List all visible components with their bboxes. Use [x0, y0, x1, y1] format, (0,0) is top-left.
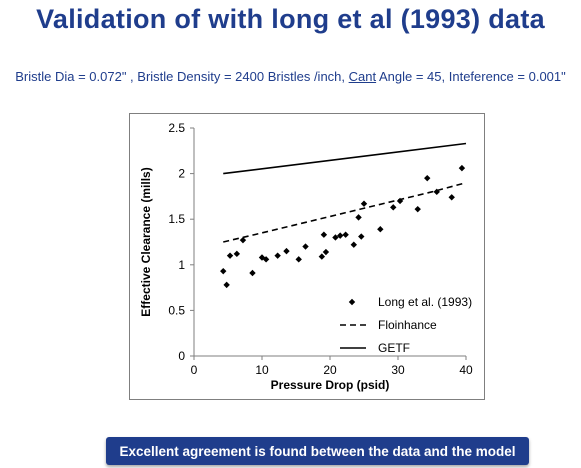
- series-line-floinhance: [223, 181, 467, 243]
- conclusion-banner: Excellent agreement is found between the…: [106, 437, 529, 465]
- legend-label: Floinhance: [378, 318, 437, 332]
- data-point-long-et-al: [342, 231, 349, 238]
- conclusion-text: Excellent agreement is found between the…: [119, 443, 516, 459]
- y-tick-label: 1.5: [168, 212, 185, 226]
- data-point-long-et-al: [358, 233, 365, 240]
- y-tick-label: 1: [178, 258, 185, 272]
- x-tick-label: 20: [323, 363, 337, 377]
- y-tick-label: 2.5: [168, 121, 185, 135]
- data-point-long-et-al: [355, 214, 362, 221]
- data-point-long-et-al: [295, 256, 302, 263]
- data-point-long-et-al: [360, 200, 368, 207]
- data-point-long-et-al: [377, 226, 384, 233]
- data-point-long-et-al: [233, 250, 241, 258]
- data-point-long-et-al: [239, 236, 247, 244]
- parameter-text-part1: Bristle Dia = 0.072" , Bristle Density =…: [15, 69, 349, 84]
- data-point-long-et-al: [226, 252, 234, 259]
- data-point-long-et-al: [350, 241, 357, 248]
- data-point-long-et-al: [249, 269, 256, 277]
- chart-svg: 0 10 20 30 40 0 0.5 1 1.5 2 2.5 Pressure Drop (psi…: [139, 121, 473, 392]
- chart-legend: Long et al. (1993) Floinhance GETF: [340, 295, 472, 355]
- chart-series: [220, 142, 467, 289]
- data-point-long-et-al: [302, 243, 309, 250]
- y-tick-label: 0: [178, 349, 185, 363]
- data-point-long-et-al: [318, 253, 326, 260]
- data-point-long-et-al: [262, 256, 270, 263]
- data-point-long-et-al: [458, 164, 466, 172]
- x-tick-label: 10: [255, 363, 269, 377]
- legend-label: GETF: [378, 341, 410, 355]
- parameter-line: Bristle Dia = 0.072" , Bristle Density =…: [0, 69, 581, 84]
- y-axis-title: Effective Clearance (mills): [139, 167, 153, 316]
- legend-marker-long-et-al: [348, 298, 356, 306]
- data-point-long-et-al: [424, 174, 431, 182]
- slide-title: Validation of with long et al (1993) dat…: [36, 4, 545, 34]
- data-point-long-et-al: [220, 267, 227, 275]
- x-axis-title: Pressure Drop (psid): [271, 378, 390, 392]
- y-tick-label: 0.5: [168, 303, 185, 317]
- x-tick-label: 40: [459, 363, 473, 377]
- data-point-long-et-al: [283, 247, 290, 255]
- data-point-long-et-al: [414, 205, 421, 213]
- parameter-cant-word: Cant: [348, 69, 377, 84]
- y-tick-label: 2: [178, 167, 185, 181]
- x-tick-label: 30: [391, 363, 405, 377]
- chart-ticks: 0 10 20 30 40 0 0.5 1 1.5 2 2.5: [168, 121, 473, 377]
- data-point-long-et-al: [337, 232, 344, 239]
- data-point-long-et-al: [390, 204, 397, 211]
- chart-frame: 0 10 20 30 40 0 0.5 1 1.5 2 2.5 Pressure Drop (psi…: [129, 113, 485, 400]
- parameter-text-part2: Angle = 45, Inteference = 0.001": [376, 69, 566, 84]
- data-point-long-et-al: [274, 252, 281, 259]
- legend-label: Long et al. (1993): [378, 295, 472, 309]
- x-tick-label: 0: [191, 363, 198, 377]
- data-point-long-et-al: [322, 248, 330, 256]
- data-point-long-et-al: [223, 281, 230, 289]
- data-point-long-et-al: [332, 234, 339, 241]
- data-point-long-et-al: [448, 194, 455, 201]
- series-line-getf: [223, 142, 467, 175]
- data-point-long-et-al: [320, 231, 328, 238]
